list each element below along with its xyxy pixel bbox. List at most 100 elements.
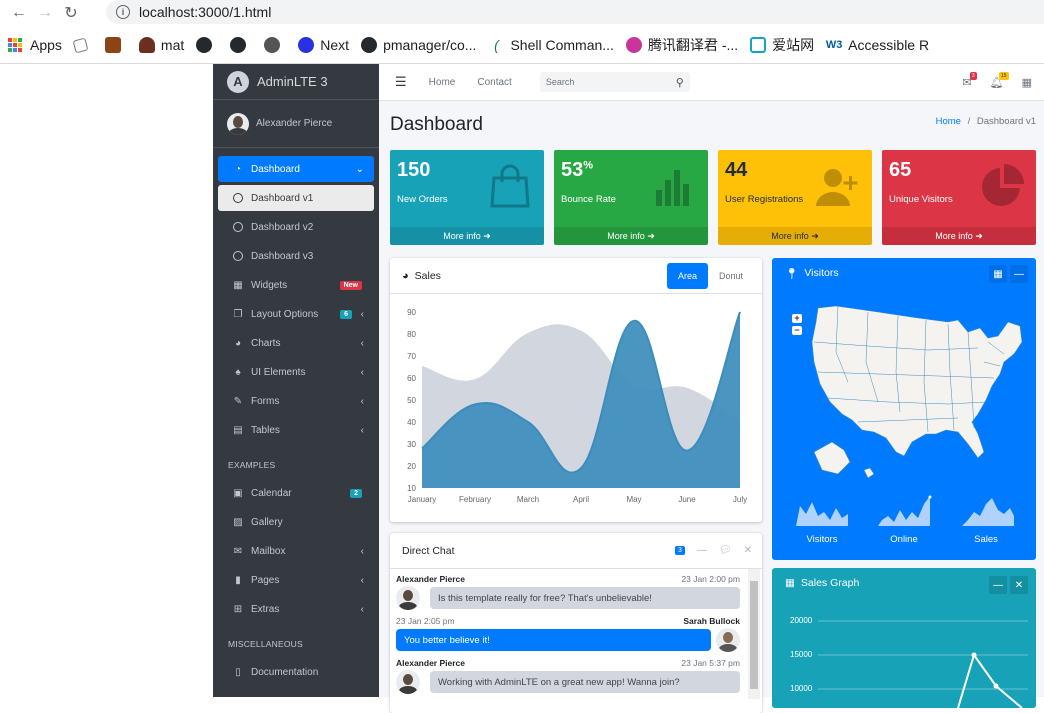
nav-link-home[interactable]: Home — [428, 76, 456, 88]
x-tick-label: February — [459, 495, 491, 504]
chat-scrollbar[interactable] — [748, 569, 760, 699]
back-icon[interactable]: ← — [11, 4, 27, 21]
chat-avatar — [396, 670, 420, 694]
zoom-out-button[interactable]: − — [792, 326, 802, 335]
file-icon: ▯ — [235, 666, 241, 678]
bookmark-github-1[interactable] — [196, 37, 218, 53]
sales-card-header: ◕ Sales Area Donut — [390, 258, 762, 294]
close-button[interactable]: ✕ — [1010, 576, 1028, 594]
collapse-button[interactable]: — — [1010, 265, 1028, 283]
bookmark-translate[interactable]: 腾讯翻译君 -... — [625, 35, 738, 55]
bookmark-apps[interactable]: Apps — [8, 37, 62, 53]
sidebar-item-ui-elements[interactable]: ♠ UI Elements ‹ — [218, 359, 374, 385]
visitors-title: Visitors — [804, 267, 839, 279]
sales-graph-ytick: 20000 — [790, 616, 813, 625]
notifications-icon[interactable]: 🔔︎ 15 — [989, 71, 1009, 89]
chevron-left-icon: ‹ — [360, 337, 364, 349]
messages-badge: 3 — [969, 71, 977, 80]
reload-icon[interactable]: ↻ — [64, 5, 78, 22]
sidebar-item-mailbox[interactable]: ✉ Mailbox ‹ — [218, 538, 374, 564]
sidebar-item-gallery[interactable]: ▨ Gallery — [218, 509, 374, 535]
comments-icon[interactable]: 💬︎ — [718, 545, 732, 556]
line-series-1 — [421, 324, 741, 423]
brand-link[interactable]: A AdminLTE 3 — [213, 64, 379, 100]
y-tick-label: 20 — [407, 462, 416, 471]
navbar-search-input[interactable]: Search ⚲ — [539, 72, 690, 92]
visitors-card: 📍︎ Visitors ▦ — + − Visitors Online Sale… — [772, 258, 1036, 560]
sidebar-item-layout-options[interactable]: ❐ Layout Options 6 ‹ — [218, 301, 374, 327]
calendar-icon: ▣ — [233, 487, 243, 499]
chevron-left-icon: ‹ — [360, 603, 364, 615]
chat-message-meta: Alexander Pierce 23 Jan 2:00 pm — [396, 574, 740, 584]
y-tick-label: 40 — [407, 418, 416, 427]
bookmark-pmanager[interactable]: pmanager/co... — [361, 37, 476, 53]
forward-icon[interactable]: → — [37, 4, 53, 21]
bookmark-book[interactable] — [104, 37, 127, 53]
tab-donut[interactable]: Donut — [718, 271, 743, 281]
sidebar-item-dashboard-v3[interactable]: Dashboard v3 — [218, 243, 374, 269]
sparkline-label-sales: Sales — [974, 534, 998, 545]
examples-header: EXAMPLES — [228, 460, 276, 470]
sidebar-item-pages[interactable]: ▮ Pages ‹ — [218, 567, 374, 593]
sidebar-item-tables[interactable]: ▤ Tables ‹ — [218, 417, 374, 443]
more-info-link[interactable]: More info ➜ — [554, 227, 708, 245]
sidebar-item-documentation[interactable]: ▯ Documentation — [218, 659, 374, 685]
user-panel[interactable]: Alexander Pierce — [213, 100, 379, 148]
zoom-in-button[interactable]: + — [792, 314, 802, 323]
sidebar-item-dashboard-v2[interactable]: Dashboard v2 — [218, 214, 374, 240]
close-icon[interactable]: ✕ — [743, 545, 752, 556]
github-icon — [361, 37, 378, 53]
breadcrumb-home[interactable]: Home — [935, 116, 961, 127]
minus-icon[interactable]: — — [696, 545, 707, 556]
edit-icon: ✎ — [233, 395, 243, 407]
more-info-link[interactable]: More info ➜ — [882, 227, 1036, 245]
direct-chat-title: Direct Chat — [402, 544, 455, 557]
paw-icon — [298, 37, 315, 53]
chevron-left-icon: ‹ — [360, 545, 364, 557]
sidebar-item-charts[interactable]: ◕ Charts ‹ — [218, 330, 374, 356]
more-info-link[interactable]: More info ➜ — [390, 227, 544, 245]
bookmark-aizhan[interactable]: 爱站网 — [750, 35, 814, 55]
breadcrumb-current: Dashboard v1 — [976, 116, 1036, 127]
sidebar-item-forms[interactable]: ✎ Forms ‹ — [218, 388, 374, 414]
area-series-2 — [422, 312, 740, 488]
sidebar: A AdminLTE 3 Alexander Pierce ◔ Dashboar… — [213, 64, 379, 697]
w3-icon: W3 — [825, 39, 843, 51]
more-info-link[interactable]: More info ➜ — [718, 227, 872, 245]
bookmark-doc[interactable] — [72, 37, 93, 53]
messages-icon[interactable]: ✉ 3 — [962, 71, 977, 89]
search-icon[interactable]: ⚲ — [675, 76, 684, 89]
sidebar-item-dashboard-v1[interactable]: Dashboard v1 — [218, 185, 374, 211]
bookmark-next[interactable]: Next — [298, 37, 349, 53]
arrow-circle-right-icon: ➜ — [647, 230, 655, 241]
x-tick-label: July — [733, 495, 747, 504]
usa-map[interactable] — [808, 302, 1028, 482]
bookmark-mat[interactable]: mat — [138, 37, 184, 53]
y-tick-label: 90 — [407, 308, 416, 317]
y-tick-label: 80 — [407, 330, 416, 339]
chat-message-meta: Alexander Pierce 23 Jan 5:37 pm — [396, 658, 740, 668]
bookmark-globe[interactable] — [264, 37, 286, 53]
sparkline-label-online: Online — [890, 534, 918, 545]
sidebar-item-calendar[interactable]: ▣ Calendar 2 — [218, 480, 374, 506]
sidebar-item-widgets[interactable]: ▦ Widgets New — [218, 272, 374, 298]
bookmark-shell[interactable]: (Shell Comman... — [488, 37, 614, 53]
collapse-button[interactable]: — — [989, 576, 1007, 594]
chevron-left-icon: ‹ — [360, 574, 364, 586]
aizhan-icon — [750, 37, 767, 53]
pie-chart-icon — [982, 164, 1024, 206]
bookmark-github-2[interactable] — [230, 37, 252, 53]
hamburger-menu-icon[interactable]: ☰ — [395, 74, 407, 89]
nav-link-contact[interactable]: Contact — [477, 76, 512, 88]
address-bar[interactable]: i localhost:3000/1.html — [106, 0, 1044, 24]
calendar-button[interactable]: ▦ — [989, 265, 1007, 283]
tab-area[interactable]: Area — [666, 263, 708, 289]
sidebar-item-dashboard[interactable]: ◔ Dashboard ⌄ — [218, 156, 374, 182]
site-info-icon[interactable]: i — [116, 5, 130, 19]
new-badge: New — [339, 280, 362, 290]
apps-grid-icon[interactable]: ▦ — [1021, 76, 1032, 89]
y-tick-label: 70 — [407, 352, 416, 361]
x-tick-label: June — [678, 495, 696, 504]
bookmark-accessible[interactable]: W3 Accessible R — [825, 37, 930, 53]
sidebar-item-extras[interactable]: ⊞ Extras ‹ — [218, 596, 374, 622]
